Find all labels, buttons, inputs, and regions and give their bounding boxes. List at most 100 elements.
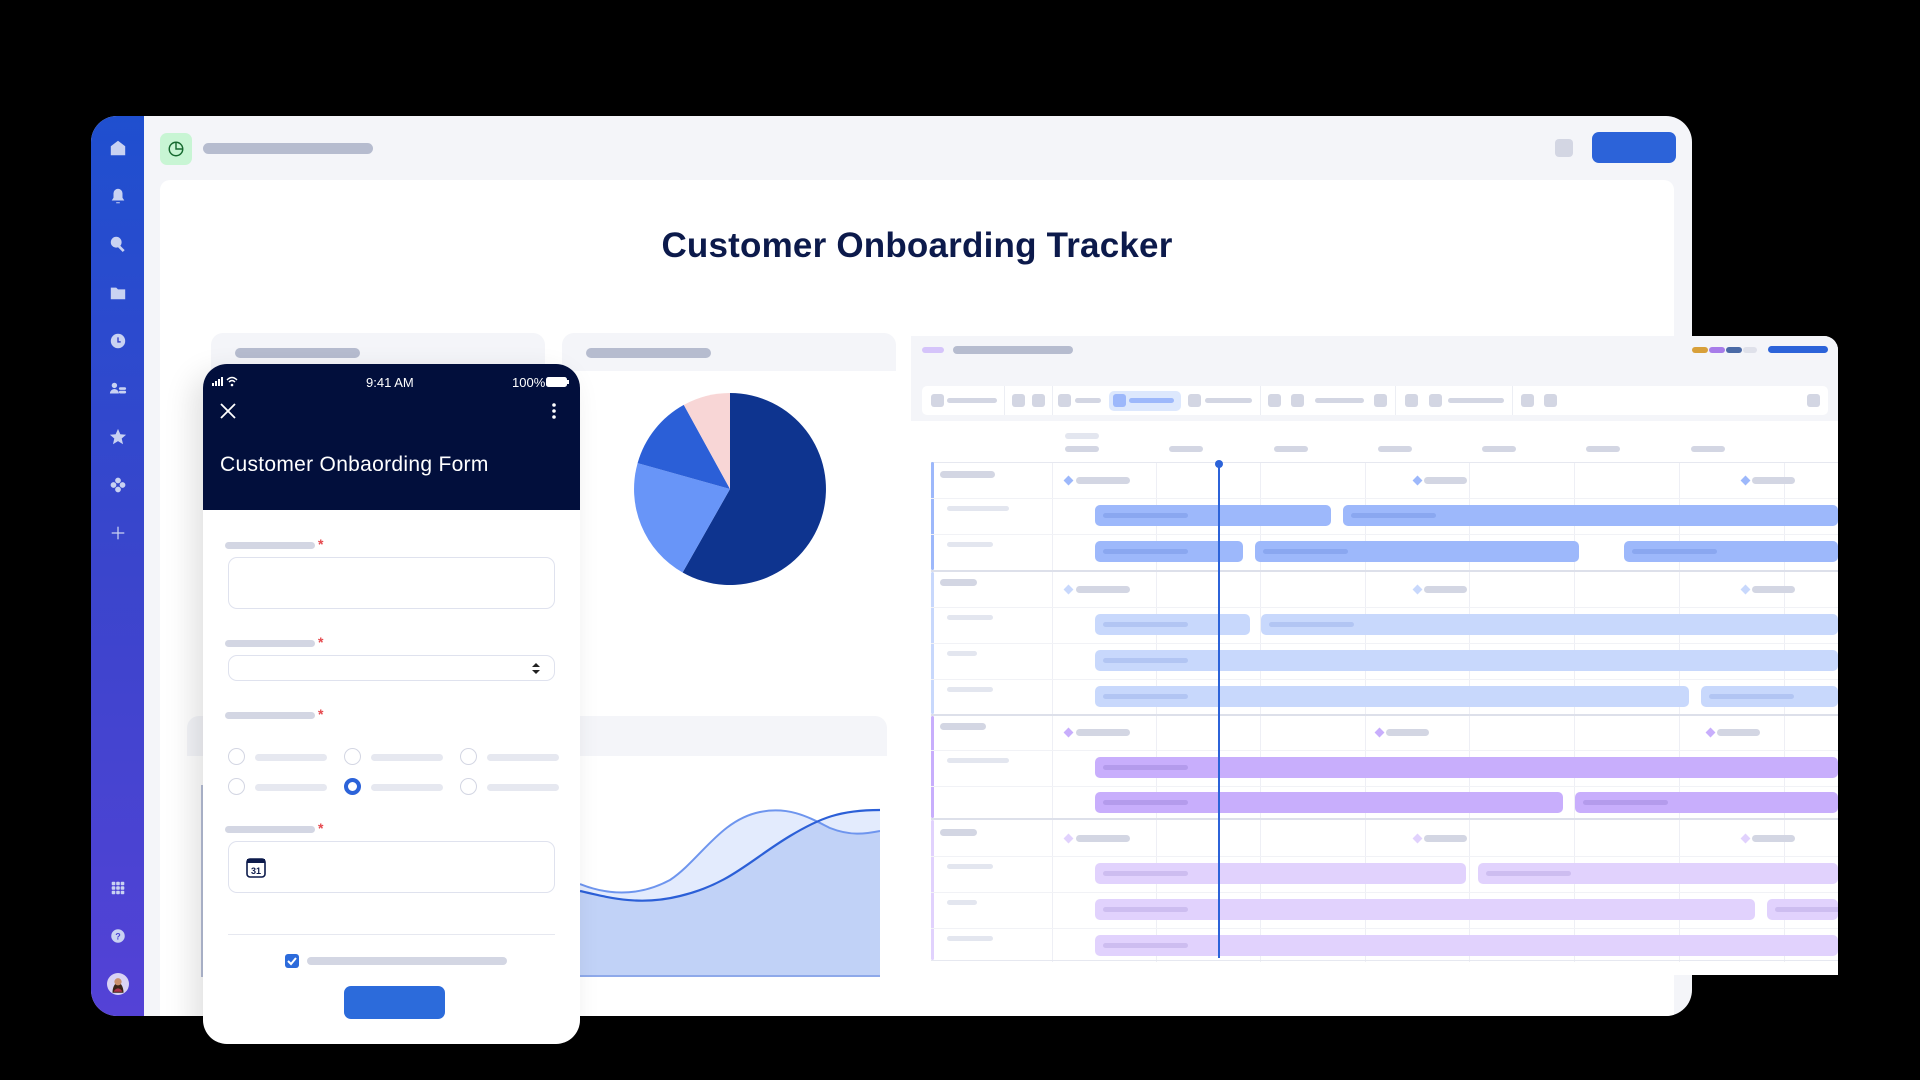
gantt-bar[interactable] [1701, 686, 1838, 707]
row-label [947, 936, 993, 941]
toolbar-active-view[interactable] [1109, 391, 1181, 411]
milestone-icon [1705, 727, 1716, 738]
avatar[interactable] [1726, 347, 1742, 353]
pie-card-header [562, 333, 896, 371]
timeline-col-label [1274, 446, 1308, 452]
radio-option-1[interactable] [228, 748, 245, 765]
milestone-icon [1740, 475, 1751, 486]
share-button[interactable] [1768, 346, 1828, 353]
grid-icon[interactable] [105, 875, 131, 901]
header-primary-button[interactable] [1592, 132, 1676, 163]
avatar[interactable] [105, 971, 131, 997]
radio-option-4[interactable] [228, 778, 245, 795]
folder-icon[interactable] [105, 280, 131, 306]
text-input[interactable] [228, 557, 555, 609]
select-arrows-icon [532, 663, 540, 674]
radio-label [255, 754, 327, 761]
toolbar-label [1315, 398, 1364, 403]
toolbar-icon[interactable] [1032, 394, 1045, 407]
gantt-bar[interactable] [1095, 899, 1755, 920]
radio-option-2[interactable] [344, 748, 361, 765]
status-time: 9:41 AM [366, 375, 414, 390]
milestone-icon [1063, 584, 1074, 595]
toolbar-icon[interactable] [1268, 394, 1281, 407]
gantt-bar[interactable] [1095, 614, 1250, 635]
radio-option-3[interactable] [460, 748, 477, 765]
gantt-bar[interactable] [1478, 863, 1838, 884]
home-icon[interactable] [105, 135, 131, 161]
gantt-bar[interactable] [1095, 650, 1838, 671]
calendar-icon[interactable]: 31 [246, 857, 266, 878]
gantt-bar[interactable] [1095, 686, 1689, 707]
toolbar-icon[interactable] [1374, 394, 1387, 407]
row-label [947, 615, 993, 620]
help-icon[interactable]: ? [105, 923, 131, 949]
star-icon[interactable] [105, 424, 131, 450]
radio-option-6[interactable] [460, 778, 477, 795]
gantt-bar[interactable] [1767, 899, 1838, 920]
required-mark: * [318, 706, 324, 722]
toolbar-dropdown[interactable] [1405, 394, 1418, 407]
close-icon[interactable] [219, 402, 237, 420]
gantt-bar[interactable] [1095, 792, 1563, 813]
plus-icon[interactable] [105, 520, 131, 546]
toolbar-icon[interactable] [931, 394, 944, 407]
divider [228, 934, 555, 935]
toolbar-label [1075, 398, 1101, 403]
search-icon[interactable] [105, 231, 131, 257]
select-dropdown[interactable] [228, 655, 555, 681]
gantt-bar[interactable] [1095, 757, 1838, 778]
milestone-icon [1740, 584, 1751, 595]
toolbar-icon[interactable] [1058, 394, 1071, 407]
radio-option-5-selected[interactable] [344, 778, 361, 795]
gantt-bar[interactable] [1095, 505, 1331, 526]
avatar[interactable] [1692, 347, 1708, 353]
gantt-bar[interactable] [1095, 541, 1243, 562]
toolbar-icon[interactable] [1291, 394, 1304, 407]
gantt-bar[interactable] [1343, 505, 1838, 526]
submit-button[interactable] [344, 986, 445, 1019]
more-avatars[interactable] [1743, 347, 1757, 353]
mobile-form-phone: 9:41 AM 100% Customer Onbaording Form * … [203, 364, 580, 1044]
date-input[interactable]: 31 [228, 841, 555, 893]
board-title-placeholder [953, 346, 1073, 354]
radio-label [487, 784, 559, 791]
radio-label [487, 754, 559, 761]
gantt-bar[interactable] [1255, 541, 1579, 562]
gantt-bar[interactable] [1095, 863, 1466, 884]
milestone-icon [1412, 475, 1423, 486]
board-icon [922, 347, 944, 353]
avatar[interactable] [1709, 347, 1725, 353]
field-label-4 [225, 826, 315, 833]
consent-checkbox[interactable] [285, 954, 299, 968]
signal-wifi-icon [212, 376, 238, 387]
milestone-icon [1374, 727, 1385, 738]
field-label-3 [225, 712, 315, 719]
toolbar-icon[interactable] [1188, 394, 1201, 407]
svg-text:31: 31 [251, 866, 261, 876]
bell-icon[interactable] [105, 183, 131, 209]
gantt-bar[interactable] [1575, 792, 1838, 813]
required-mark: * [318, 634, 324, 650]
milestone-icon [1063, 475, 1074, 486]
team-icon[interactable] [105, 376, 131, 402]
more-menu-icon[interactable] [551, 402, 557, 420]
toolbar-icon[interactable] [1429, 394, 1442, 407]
toolbar-icon[interactable] [1521, 394, 1534, 407]
field-label-2 [225, 640, 315, 647]
toolbar-settings[interactable] [1807, 394, 1820, 407]
timeline-col-label [1586, 446, 1620, 452]
apps-diamond-icon[interactable] [105, 472, 131, 498]
header-icon-button[interactable] [1555, 139, 1573, 157]
sidebar: ? [91, 116, 144, 1016]
timeline-col-label [1691, 446, 1725, 452]
toolbar-icon[interactable] [1544, 394, 1557, 407]
toolbar-icon[interactable] [1012, 394, 1025, 407]
group-title [940, 829, 977, 836]
gantt-bar[interactable] [1261, 614, 1838, 635]
gantt-bar[interactable] [1624, 541, 1838, 562]
form-title: Customer Onbaording Form [220, 453, 489, 476]
timeline-col-label [1169, 446, 1203, 452]
gantt-bar[interactable] [1095, 935, 1838, 956]
clock-icon[interactable] [105, 328, 131, 354]
